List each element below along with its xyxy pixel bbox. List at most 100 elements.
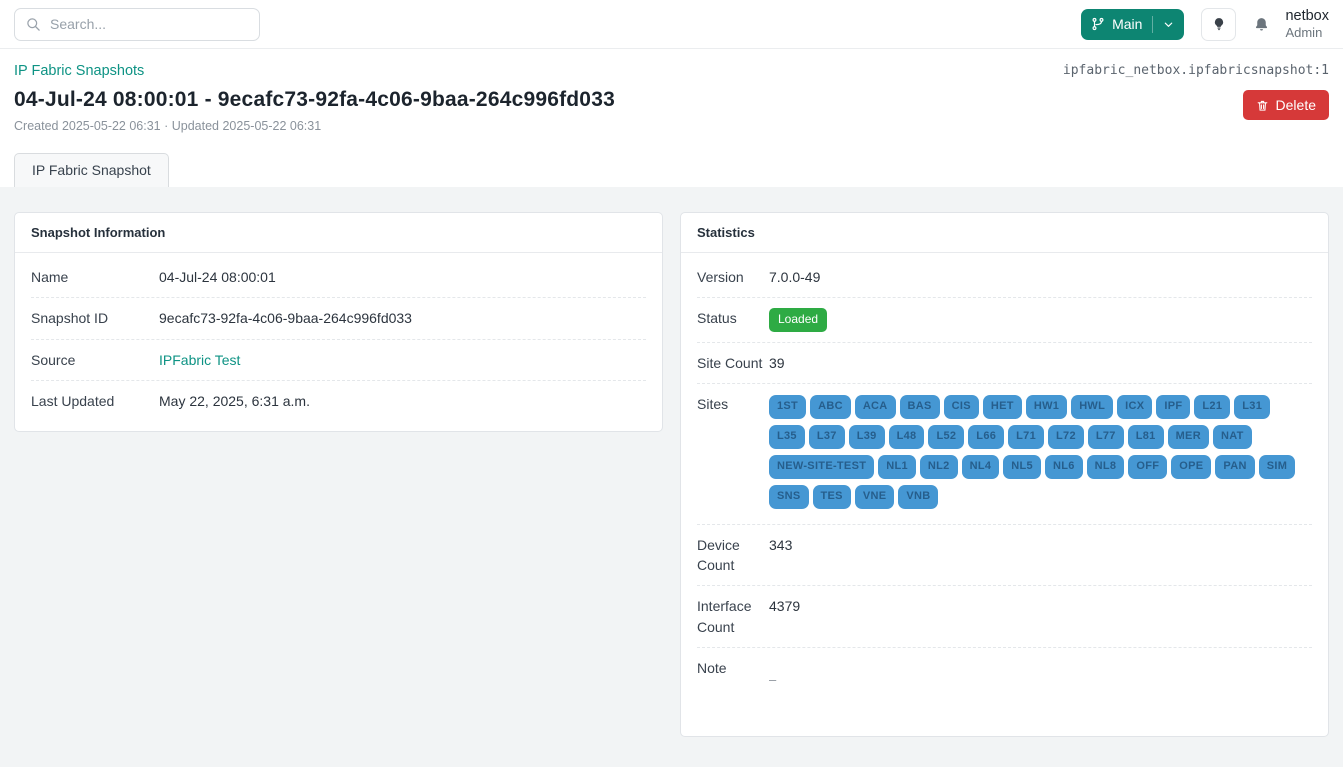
branch-selector-button[interactable]: Main (1081, 8, 1185, 40)
site-badge[interactable]: NL8 (1086, 454, 1125, 479)
table-row: Status Loaded (697, 298, 1312, 343)
page-title: 04-Jul-24 08:00:01 - 9ecafc73-92fa-4c06-… (14, 88, 615, 111)
site-badge[interactable]: L52 (928, 424, 965, 449)
user-role: Admin (1285, 24, 1323, 40)
site-badge[interactable]: TES (812, 484, 851, 509)
last-updated-value: May 22, 2025, 6:31 a.m. (159, 392, 310, 409)
branch-label: Main (1112, 16, 1143, 32)
table-row: Sites 1ST ABC ACA BAS CIS HET HW1 HWL ICX IPF L21 L… (697, 384, 1312, 525)
site-badge[interactable]: OFF (1128, 454, 1168, 479)
object-identifier: ipfabric_netbox.ipfabricsnapshot:1 (1062, 63, 1329, 78)
search-icon (26, 17, 41, 32)
table-row: Version 7.0.0-49 (697, 257, 1312, 299)
site-badge[interactable]: 1ST (769, 394, 807, 419)
git-branch-icon (1091, 17, 1105, 31)
site-badge[interactable]: ABC (810, 394, 851, 419)
site-badge[interactable]: L66 (968, 424, 1005, 449)
name-value: 04-Jul-24 08:00:01 (159, 269, 276, 285)
tab-ip-fabric-snapshot[interactable]: IP Fabric Snapshot (14, 153, 169, 187)
site-badge[interactable]: SIM (1258, 454, 1296, 479)
version-value: 7.0.0-49 (769, 269, 821, 285)
created-updated-meta: Created 2025-05-22 06:31 · Updated 2025-… (14, 119, 322, 133)
delete-button[interactable]: Delete (1242, 90, 1329, 120)
site-badge[interactable]: ACA (854, 394, 896, 419)
status-badge: Loaded (769, 308, 828, 332)
table-row: Name 04-Jul-24 08:00:01 (31, 257, 646, 299)
site-badge[interactable]: L39 (848, 424, 885, 449)
site-badge[interactable]: BAS (899, 394, 940, 419)
table-row: Interface Count 4379 (697, 586, 1312, 648)
snapshot-information-card: Snapshot Information Name 04-Jul-24 08:0… (14, 212, 663, 433)
lightbulb-icon (1212, 17, 1226, 31)
site-badge[interactable]: NL4 (961, 454, 1000, 479)
site-badge[interactable]: NEW-SITE-TEST (769, 454, 875, 479)
site-badge[interactable]: L77 (1087, 424, 1124, 449)
user-name: netbox (1285, 7, 1329, 24)
site-badge[interactable]: L71 (1008, 424, 1045, 449)
site-badge[interactable]: MER (1167, 424, 1209, 449)
row-label: Name (31, 269, 69, 285)
row-label: Version (697, 269, 744, 285)
site-badge[interactable]: L48 (888, 424, 925, 449)
table-row: Source IPFabric Test (31, 340, 646, 381)
chevron-down-icon (1163, 19, 1174, 30)
site-badge[interactable]: SNS (769, 484, 809, 509)
theme-toggle-button[interactable] (1201, 7, 1237, 41)
site-badge[interactable]: NL6 (1044, 454, 1083, 479)
snapshot-id-value: 9ecafc73-92fa-4c06-9baa-264c996fd033 (159, 310, 412, 327)
page-header: IP Fabric Snapshots ipfabric_netbox.ipfa… (0, 49, 1343, 133)
row-label: Interface Count (697, 598, 752, 635)
site-badge[interactable]: HET (982, 394, 1022, 419)
site-badge[interactable]: HWL (1071, 394, 1114, 419)
site-badge[interactable]: HW1 (1025, 394, 1068, 419)
site-badge[interactable]: ICX (1117, 394, 1153, 419)
site-badge[interactable]: NL5 (1003, 454, 1041, 479)
row-label: Snapshot ID (31, 310, 109, 327)
site-badge[interactable]: PAN (1215, 454, 1255, 479)
device-count-value: 343 (769, 536, 793, 553)
main-content: Snapshot Information Name 04-Jul-24 08:0… (0, 187, 1343, 767)
card-title: Snapshot Information (15, 213, 662, 253)
site-badge[interactable]: OPE (1171, 454, 1212, 479)
row-label: Note (697, 659, 727, 676)
site-badge[interactable]: L81 (1127, 424, 1164, 449)
row-label: Sites (697, 395, 729, 412)
breadcrumb[interactable]: IP Fabric Snapshots (14, 63, 145, 79)
search-input[interactable] (50, 16, 248, 32)
sites-badges: 1ST ABC ACA BAS CIS HET HW1 HWL ICX IPF L21 L31L35 L… (769, 394, 1312, 514)
site-badge[interactable]: L35 (769, 424, 805, 449)
site-badge[interactable]: NAT (1212, 424, 1252, 449)
user-menu[interactable]: netbox Admin (1285, 8, 1329, 41)
notifications-bell-icon[interactable] (1253, 16, 1270, 33)
site-badge[interactable]: IPF (1156, 394, 1191, 419)
row-label: Last Updated (31, 392, 115, 409)
top-bar: Main netbox Admin (0, 0, 1343, 49)
site-badge[interactable]: CIS (943, 394, 979, 419)
table-row: Last Updated May 22, 2025, 6:31 a.m. (31, 381, 646, 421)
site-badge[interactable]: L21 (1194, 394, 1231, 419)
source-link[interactable]: IPFabric Test (159, 351, 241, 368)
site-count-value: 39 (769, 354, 785, 371)
delete-label: Delete (1275, 97, 1316, 113)
site-badge[interactable]: NL1 (878, 454, 916, 479)
site-badge[interactable]: VNE (854, 484, 895, 509)
row-label: Site Count (697, 354, 763, 371)
table-row: Note – (697, 648, 1312, 700)
tab-bar: IP Fabric Snapshot (0, 133, 1343, 187)
button-divider (1152, 15, 1154, 33)
search-box[interactable] (14, 7, 260, 41)
row-label: Status (697, 310, 737, 327)
table-row: Device Count 343 (697, 525, 1312, 587)
row-label: Source (31, 351, 76, 368)
site-badge[interactable]: L31 (1234, 394, 1271, 419)
table-row: Site Count 39 (697, 343, 1312, 384)
trash-icon (1256, 99, 1269, 112)
row-label: Device Count (697, 536, 740, 574)
interface-count-value: 4379 (769, 598, 801, 615)
site-badge[interactable]: L37 (808, 424, 845, 449)
site-badge[interactable]: VNB (898, 484, 939, 509)
site-badge[interactable]: NL2 (919, 454, 958, 479)
card-title: Statistics (681, 213, 1328, 253)
note-value: – (769, 671, 777, 687)
site-badge[interactable]: L72 (1048, 424, 1084, 449)
